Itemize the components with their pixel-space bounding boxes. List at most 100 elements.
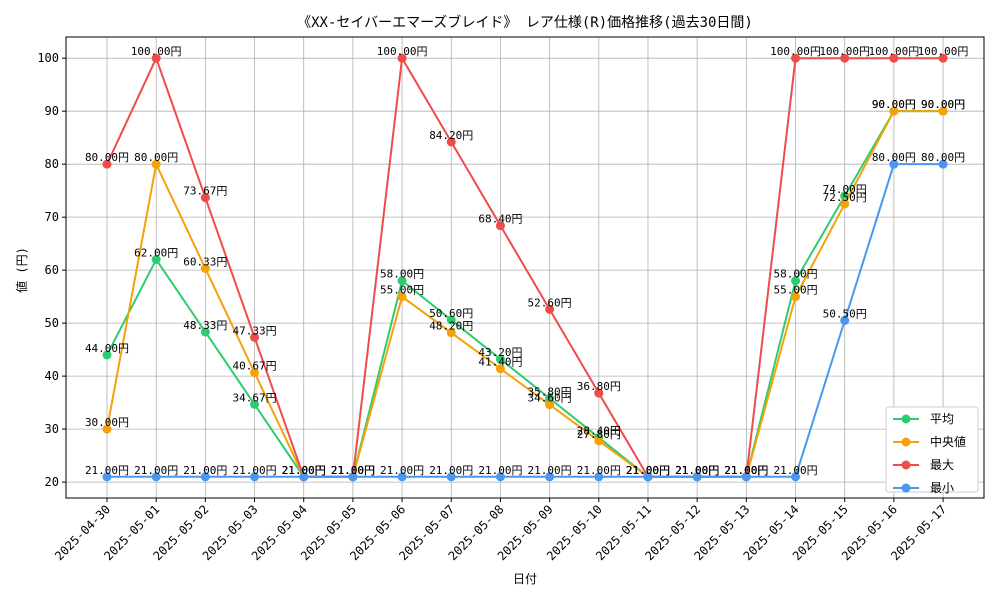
data-point	[446, 315, 456, 325]
data-point	[791, 292, 801, 302]
data-label: 90.00円	[872, 98, 916, 111]
data-point	[446, 472, 456, 482]
y-tick-label: 40	[45, 369, 59, 383]
data-label: 21.00円	[331, 464, 375, 477]
data-label: 21.00円	[331, 464, 375, 477]
data-label: 40.67円	[232, 360, 276, 373]
data-point	[791, 53, 801, 63]
data-point	[102, 472, 112, 482]
data-label: 21.00円	[626, 464, 670, 477]
data-label: 48.20円	[429, 320, 473, 333]
data-label: 80.00円	[921, 151, 965, 164]
data-label: 21.00円	[724, 464, 768, 477]
legend-label: 最小	[930, 481, 954, 495]
data-label: 21.00円	[675, 464, 719, 477]
data-point	[102, 424, 112, 434]
legend-marker	[901, 437, 911, 447]
data-label: 21.00円	[577, 464, 621, 477]
data-label: 58.00円	[773, 268, 817, 281]
series-line	[106, 110, 944, 478]
data-label: 21.00円	[232, 464, 276, 477]
data-point	[495, 221, 505, 231]
data-label: 50.50円	[823, 307, 867, 320]
legend-label: 最大	[930, 458, 954, 472]
axis-ticks: 2025-04-302025-05-012025-05-022025-05-03…	[37, 51, 949, 563]
y-tick-label: 60	[45, 263, 59, 277]
data-label: 100.00円	[819, 45, 870, 58]
data-label: 21.00円	[675, 464, 719, 477]
data-label: 41.40円	[478, 356, 522, 369]
data-point	[495, 354, 505, 364]
series-layer	[102, 53, 948, 482]
data-point	[692, 472, 702, 482]
data-point	[594, 472, 604, 482]
y-axis-label: 値 (円)	[14, 247, 29, 293]
data-point	[250, 399, 260, 409]
data-label: 35.80円	[528, 385, 572, 398]
data-point	[250, 472, 260, 482]
series-line	[107, 163, 944, 478]
legend-box	[885, 406, 979, 493]
data-point	[545, 304, 555, 314]
data-label: 21.00円	[675, 464, 719, 477]
data-point	[348, 472, 358, 482]
data-label: 74.00円	[823, 183, 867, 196]
data-point	[102, 350, 112, 360]
data-label: 60.33円	[183, 255, 227, 268]
data-label: 80.00円	[85, 151, 129, 164]
data-point	[643, 472, 653, 482]
data-label: 21.00円	[773, 464, 817, 477]
data-label: 21.00円	[429, 464, 473, 477]
data-label: 21.00円	[478, 464, 522, 477]
data-label: 21.00円	[724, 464, 768, 477]
data-point	[200, 263, 210, 273]
data-label: 72.50円	[823, 191, 867, 204]
data-label: 90.00円	[921, 98, 965, 111]
legend-marker	[901, 483, 911, 493]
data-label: 48.33円	[183, 319, 227, 332]
data-label: 44.00円	[85, 342, 129, 355]
data-label: 21.00円	[626, 464, 670, 477]
grid	[66, 37, 984, 498]
data-point	[151, 53, 161, 63]
data-point	[397, 472, 407, 482]
data-label: 100.00円	[377, 45, 428, 58]
legend-marker	[901, 460, 911, 470]
data-label: 21.00円	[380, 464, 424, 477]
data-point	[200, 472, 210, 482]
data-label: 55.00円	[380, 284, 424, 297]
data-point	[889, 159, 899, 169]
data-point	[594, 388, 604, 398]
data-label: 28.40円	[577, 425, 621, 438]
series-line	[106, 110, 944, 478]
data-label: 21.00円	[282, 464, 326, 477]
data-point	[299, 472, 309, 482]
y-tick-label: 30	[45, 422, 59, 436]
data-label: 21.00円	[134, 464, 178, 477]
legend-label: 平均	[930, 412, 954, 426]
data-label: 43.20円	[478, 346, 522, 359]
legend-label: 中央値	[930, 434, 966, 449]
data-point	[397, 276, 407, 286]
data-label: 100.00円	[869, 45, 920, 58]
data-label: 62.00円	[134, 247, 178, 260]
data-label: 21.00円	[626, 464, 670, 477]
data-point	[791, 276, 801, 286]
data-label: 80.00円	[134, 151, 178, 164]
data-point	[151, 159, 161, 169]
data-label: 21.00円	[183, 464, 227, 477]
data-label: 30.00円	[85, 416, 129, 429]
data-point	[840, 199, 850, 209]
legend-marker	[901, 414, 911, 424]
data-point	[938, 159, 948, 169]
data-label: 50.60円	[429, 307, 473, 320]
data-label: 21.00円	[626, 464, 670, 477]
y-tick-label: 90	[45, 104, 59, 118]
data-label: 73.67円	[183, 185, 227, 198]
data-point	[840, 315, 850, 325]
data-label: 36.80円	[577, 380, 621, 393]
data-label: 100.00円	[770, 45, 821, 58]
data-point	[545, 393, 555, 403]
data-point	[446, 137, 456, 147]
data-point	[495, 364, 505, 374]
